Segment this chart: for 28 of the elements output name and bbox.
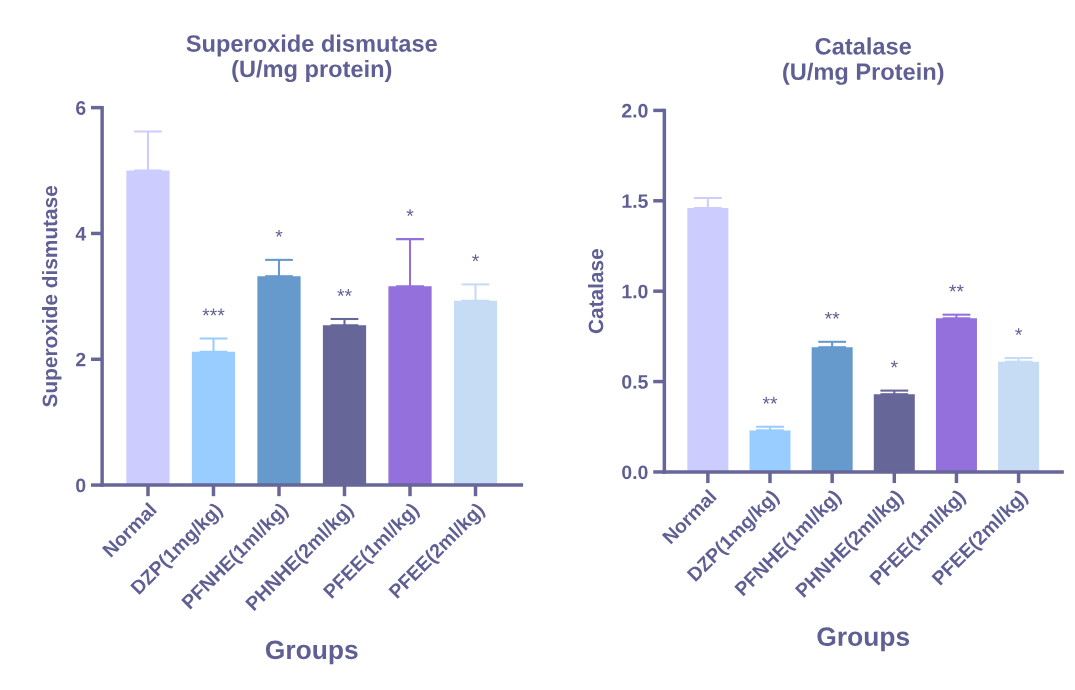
bar <box>935 318 977 472</box>
x-axis-title: Groups <box>265 640 358 665</box>
annotation: * <box>472 254 479 262</box>
annotation: ** <box>824 311 840 319</box>
y-tick-label: 2.0 <box>622 103 648 118</box>
annotation: * <box>1015 328 1023 335</box>
annotation: * <box>890 360 898 368</box>
y-tick-label: 6 <box>76 101 86 115</box>
y-axis-title: Catalase <box>588 249 604 334</box>
x-axis-title: Groups <box>817 627 910 652</box>
y-axis-title: Superoxide dismutase <box>42 185 62 407</box>
y-tick-label: 0 <box>76 478 86 493</box>
y-tick-label: 1.0 <box>622 284 648 299</box>
y-tick-label: 4 <box>75 227 87 241</box>
chart-title: Superoxide dismutase (U/mg protein) <box>186 34 437 83</box>
annotation: ** <box>337 289 352 296</box>
annotation: * <box>406 209 414 217</box>
bar <box>998 361 1040 472</box>
y-tick-label: 0.0 <box>622 465 648 480</box>
annotation: ** <box>949 284 964 292</box>
annotation: * <box>275 229 283 237</box>
bar <box>811 347 853 472</box>
y-tick-label: 1.5 <box>622 194 648 209</box>
annotation: *** <box>202 308 225 316</box>
annotation: ** <box>762 396 778 404</box>
y-tick-label: 0.5 <box>622 375 648 389</box>
y-tick-label: 2 <box>76 352 86 367</box>
chart-title: Catalase (U/mg Protein) <box>783 37 944 85</box>
